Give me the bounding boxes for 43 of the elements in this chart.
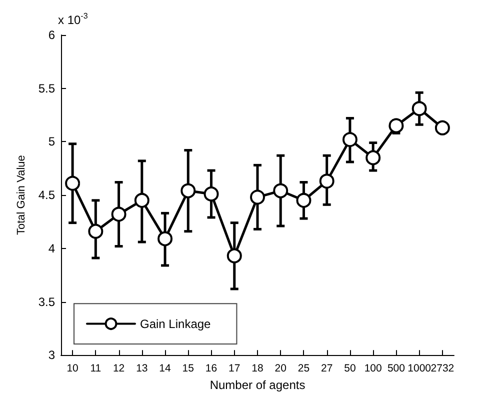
y-axis-title: Total Gain Value	[16, 155, 28, 236]
y-tick-label: 5.5	[38, 81, 56, 96]
x-tick-label: 10	[66, 362, 79, 375]
x-tick-label: 100	[364, 362, 382, 375]
point	[111, 206, 126, 222]
x-tick-label: 16	[205, 362, 218, 375]
point	[366, 150, 381, 166]
point	[296, 192, 312, 208]
legend-label: Gain Linkage	[140, 316, 212, 331]
x-tick-label: 11	[90, 362, 102, 375]
y-tick-label: 4.5	[38, 188, 56, 202]
point	[273, 183, 288, 198]
y-tick-label: 3.5	[38, 294, 56, 309]
y-tick-label: 5	[48, 134, 56, 149]
x-tick-label: 13	[136, 362, 148, 375]
point	[134, 192, 150, 208]
y-tick-label: 4	[48, 241, 56, 256]
point	[180, 183, 196, 198]
point	[158, 231, 173, 246]
x-tick-label: 12	[112, 362, 125, 375]
point	[65, 176, 80, 191]
x-tick-label: 17	[228, 362, 240, 375]
x-tick-label: 18	[252, 362, 264, 375]
x-tick-label: 15	[182, 362, 194, 375]
point	[434, 120, 450, 136]
point	[412, 101, 427, 116]
x-tick-label: 2732	[430, 362, 454, 375]
x-tick-label: 1000	[408, 362, 432, 375]
x-axis-title: Number of agents	[210, 378, 306, 392]
x-tick-label: 25	[298, 362, 310, 375]
x-tick-label: 20	[274, 362, 287, 375]
x-tick-label: 50	[344, 362, 356, 375]
x-tick-label: 14	[159, 362, 172, 375]
y-tick-label: 3	[48, 348, 56, 362]
point	[319, 174, 334, 189]
point	[88, 224, 104, 239]
x-tick-label: 500	[387, 362, 406, 375]
point	[226, 248, 242, 264]
x-tick-label: 27	[321, 362, 333, 375]
y-tick-label: 6	[48, 28, 56, 42]
point	[204, 186, 219, 202]
point	[250, 190, 265, 205]
point	[342, 132, 358, 148]
